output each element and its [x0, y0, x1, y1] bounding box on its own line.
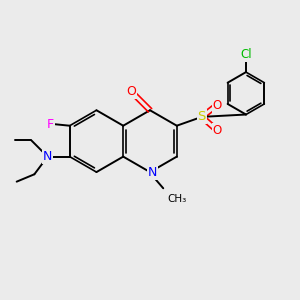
- Text: N: N: [43, 150, 52, 163]
- Text: O: O: [127, 85, 136, 98]
- Text: O: O: [213, 99, 222, 112]
- Text: O: O: [213, 124, 222, 136]
- Text: Cl: Cl: [240, 48, 252, 61]
- Text: S: S: [198, 110, 206, 123]
- Text: N: N: [148, 166, 157, 178]
- Text: CH₃: CH₃: [168, 194, 187, 204]
- Text: F: F: [47, 118, 54, 131]
